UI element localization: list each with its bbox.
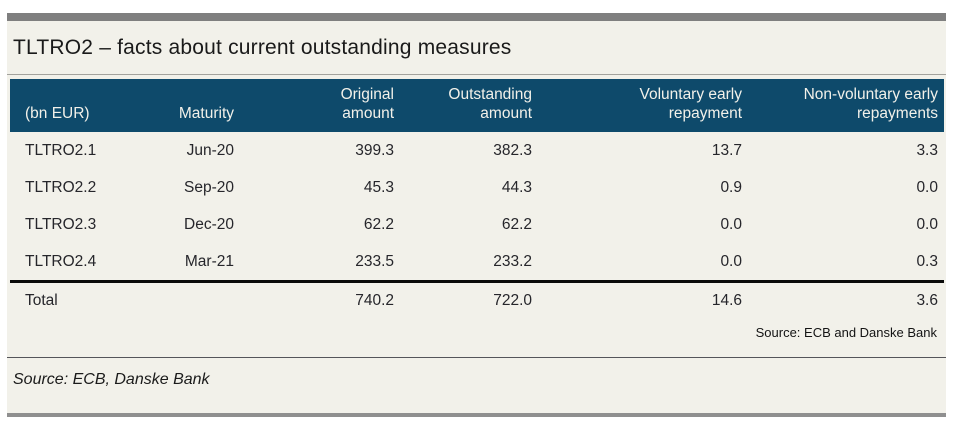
table-source-note: Source: ECB and Danske Bank	[755, 325, 937, 340]
table-header-row: (bn EUR) Maturity Original amount Outsta…	[10, 79, 944, 132]
col-header-voluntary-early-repayment: Voluntary early repayment	[538, 79, 748, 132]
cell-non-voluntary: 3.3	[916, 142, 938, 159]
cell-outstanding: 233.2	[493, 253, 532, 270]
cell-name: TLTRO2.1	[25, 142, 97, 159]
tltro2-table: (bn EUR) Maturity Original amount Outsta…	[10, 79, 944, 318]
figure-panel: TLTRO2 – facts about current outstanding…	[7, 21, 946, 413]
cell-maturity: Mar-21	[184, 253, 234, 270]
cell-voluntary: 13.7	[711, 142, 742, 159]
cell-total-non-voluntary: 3.6	[748, 280, 944, 318]
cell-total-original: 740.2	[240, 280, 400, 318]
figure-title: TLTRO2 – facts about current outstanding…	[13, 36, 512, 59]
cell-total-voluntary: 14.6	[538, 280, 748, 318]
cell-maturity: Dec-20	[184, 216, 234, 233]
col-header-maturity: Maturity	[130, 79, 240, 132]
cell-name: TLTRO2.2	[25, 179, 97, 196]
bottom-divider-bar	[7, 413, 946, 417]
table-row-tltro2-1: TLTRO2.1 Jun-20 399.3 382.3 13.7 3.3	[10, 132, 944, 169]
table-total-row: Total 740.2 722.0 14.6 3.6	[10, 280, 944, 318]
cell-voluntary: 0.0	[720, 216, 742, 233]
table-row-tltro2-2: TLTRO2.2 Sep-20 45.3 44.3 0.9 0.0	[10, 169, 944, 206]
col-header-outstanding-amount: Outstanding amount	[400, 79, 538, 132]
cell-name: TLTRO2.3	[25, 216, 97, 233]
cell-non-voluntary: 0.0	[916, 216, 938, 233]
cell-original: 45.3	[363, 179, 394, 196]
cell-outstanding: 62.2	[501, 216, 532, 233]
cell-outstanding: 44.3	[501, 179, 532, 196]
cell-total-label: Total	[10, 280, 130, 318]
cell-original: 233.5	[355, 253, 394, 270]
col-header-non-voluntary-early-repayments: Non-voluntary early repayments	[748, 79, 944, 132]
footer-source-note: Source: ECB, Danske Bank	[13, 371, 210, 388]
cell-original: 62.2	[363, 216, 394, 233]
cell-original: 399.3	[355, 142, 394, 159]
cell-maturity: Jun-20	[186, 142, 234, 159]
cell-name: TLTRO2.4	[25, 253, 97, 270]
footer-divider	[7, 357, 946, 358]
top-divider-bar	[7, 13, 946, 21]
table-row-tltro2-4: TLTRO2.4 Mar-21 233.5 233.2 0.0 0.3	[10, 243, 944, 282]
cell-non-voluntary: 0.3	[916, 253, 938, 270]
cell-maturity: Sep-20	[184, 179, 234, 196]
cell-total-outstanding: 722.0	[400, 280, 538, 318]
cell-voluntary: 0.0	[720, 253, 742, 270]
col-header-bn-eur: (bn EUR)	[10, 79, 130, 132]
cell-non-voluntary: 0.0	[916, 179, 938, 196]
cell-voluntary: 0.9	[720, 179, 742, 196]
col-header-original-amount: Original amount	[240, 79, 400, 132]
cell-outstanding: 382.3	[493, 142, 532, 159]
title-divider	[7, 74, 946, 75]
table-row-tltro2-3: TLTRO2.3 Dec-20 62.2 62.2 0.0 0.0	[10, 206, 944, 243]
cell-total-maturity	[130, 280, 240, 318]
